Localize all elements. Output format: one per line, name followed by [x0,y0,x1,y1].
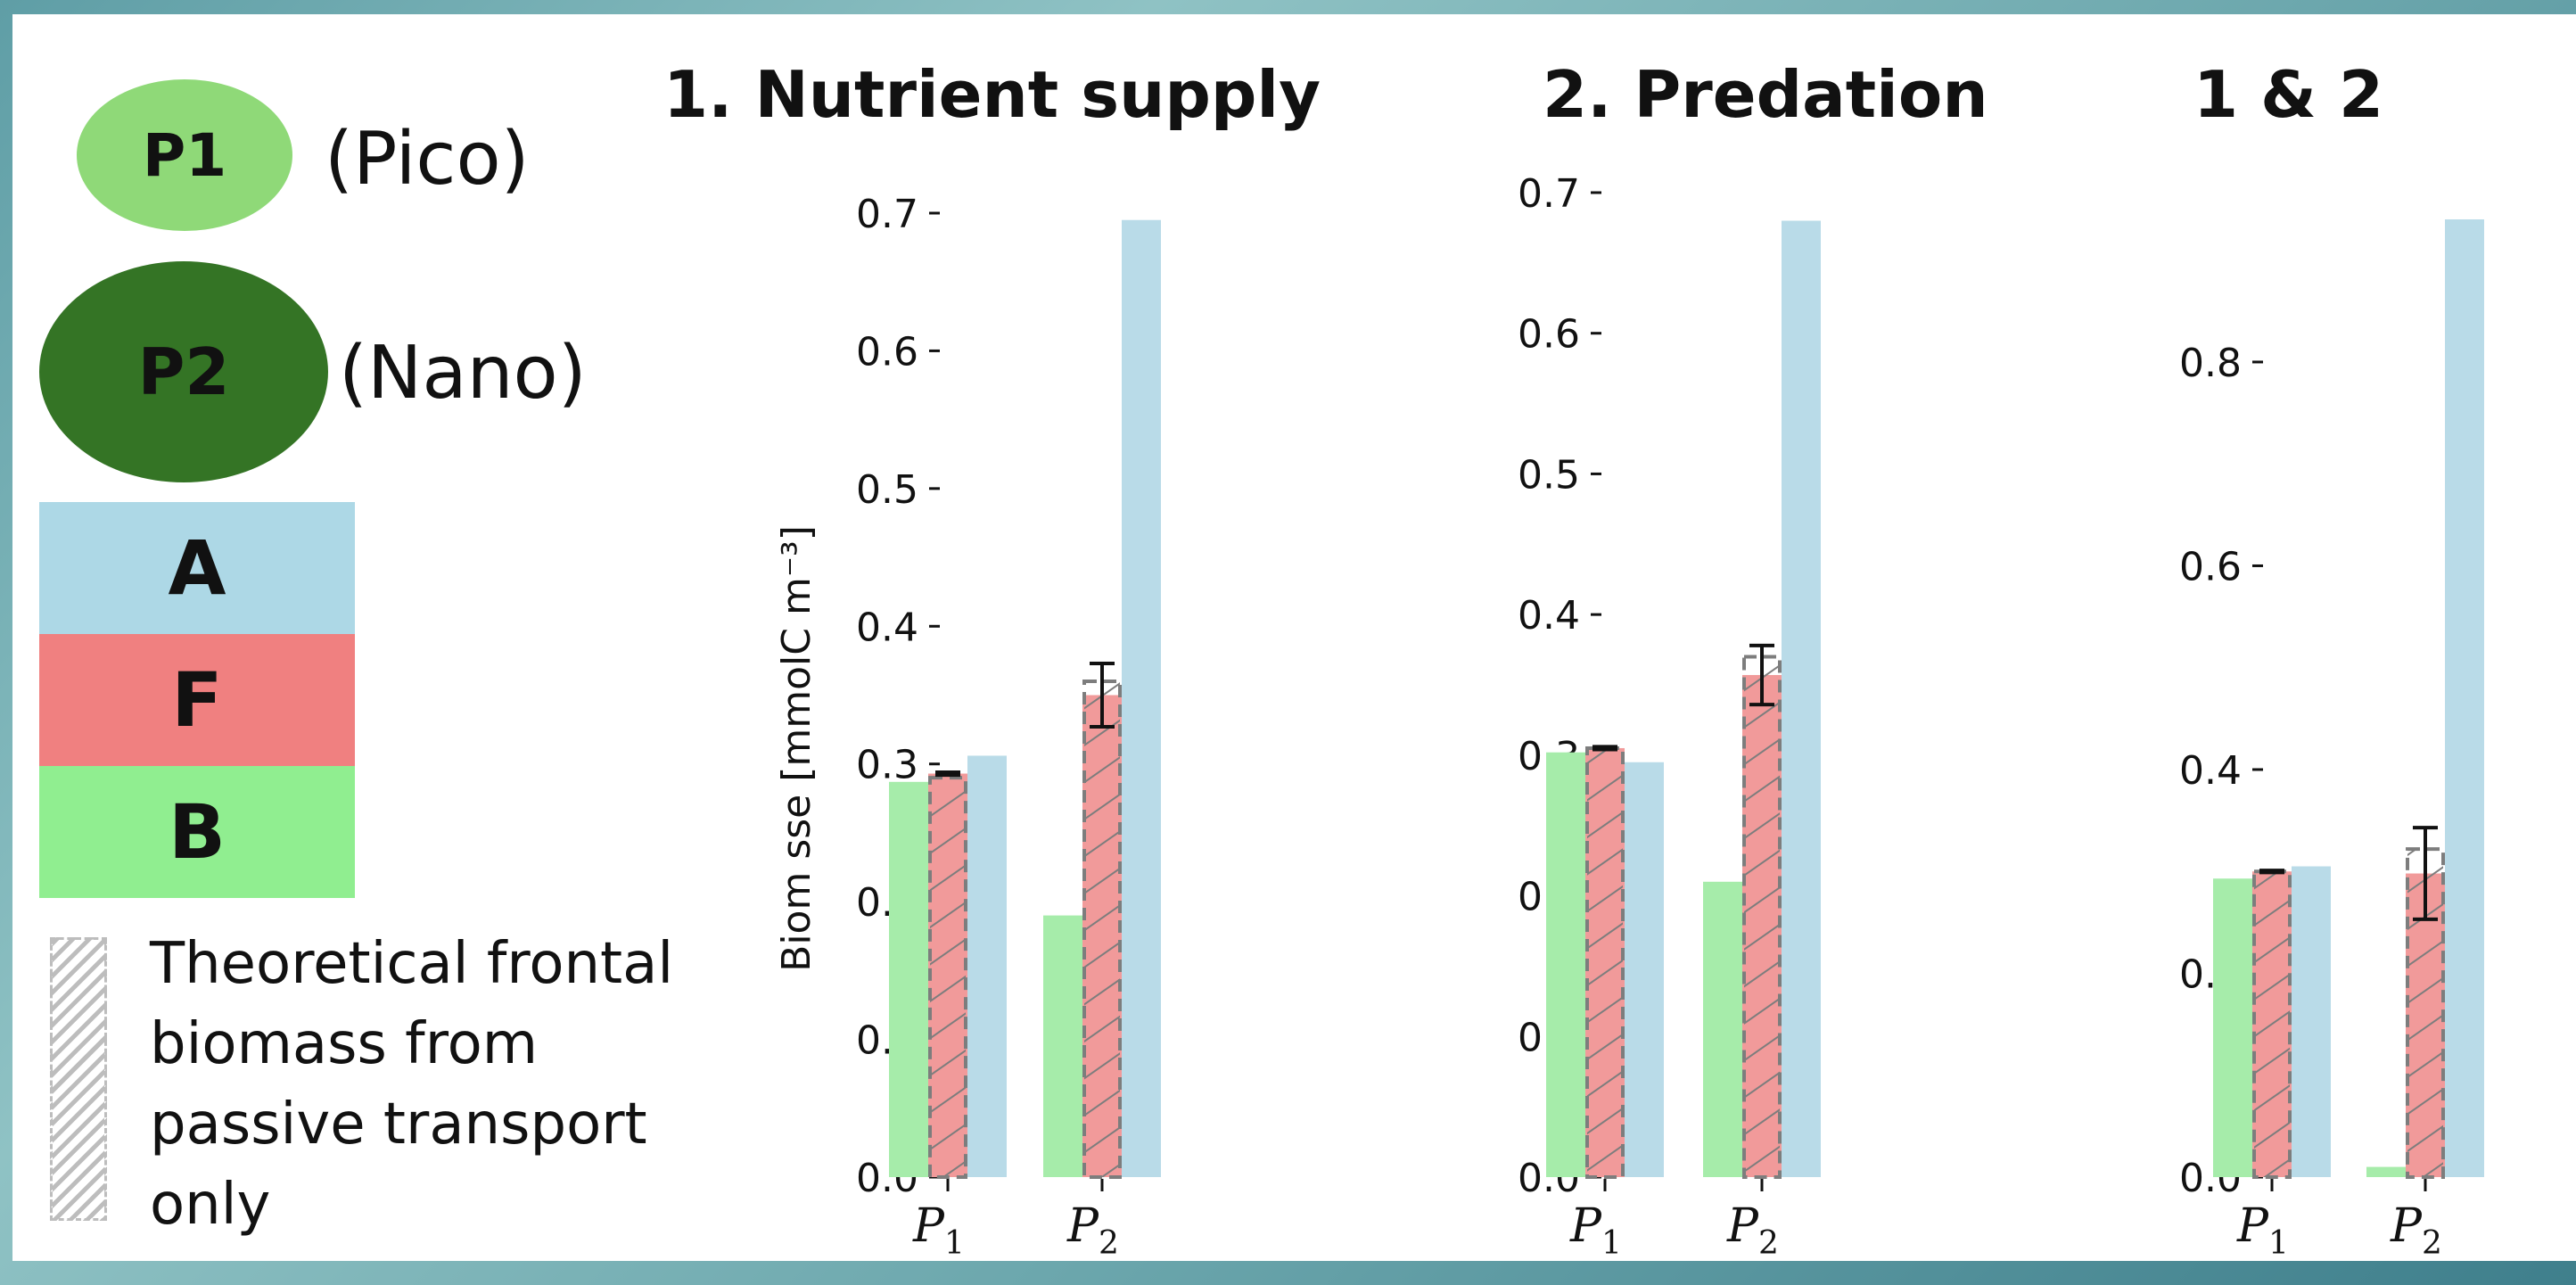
bar-a [967,755,1007,1177]
x-tick-label: P1 [1569,1199,1622,1261]
y-tick-label: 0.7 [1518,171,1580,217]
x-tick-label: P2 [1066,1199,1119,1261]
legend-box-a: A [39,502,355,634]
y-tick-label: 0.6 [1518,312,1580,358]
bar-b [2366,1166,2406,1177]
panel-title-combined: 1 & 2 [2193,57,2384,132]
bar-b [1546,752,1585,1177]
bar-theoretical-frontal [1742,655,1782,1179]
p1-ellipse: P1 [77,79,292,231]
bar-theoretical-frontal [1082,680,1122,1179]
y-tick-label: 0.4 [856,605,918,650]
hatch-note-line: only [150,1172,271,1238]
hatch-note-line: biomass from [150,1011,539,1077]
y-tick-label: 0.5 [1518,452,1580,498]
bar-theoretical-frontal [2252,869,2292,1180]
p1-name: (Pico) [325,117,530,202]
y-tick-label: 0.4 [2179,748,2242,794]
hatch-note-line: passive transport [150,1091,647,1157]
panel-title-predation: 2. Predation [1543,57,1988,132]
bar-theoretical-frontal [1585,745,1625,1179]
y-tick-label: 0.8 [2179,341,2242,386]
x-tick-label: P2 [2390,1199,2442,1261]
legend: P1 (Pico) P2 (Nano) A F B Theoretical fr… [12,14,708,1261]
p2-name: (Nano) [339,331,587,416]
y-tick-label: 0.4 [1518,593,1580,638]
bar-a [1782,220,1821,1178]
legend-box-f: F [39,634,355,766]
p1-ellipse-label: P1 [142,120,227,190]
x-tick-label: P1 [912,1199,965,1261]
hatch-note: Theoretical frontal biomass from passive… [150,924,720,1245]
bar-a [1625,762,1664,1177]
bar-b [1703,881,1742,1177]
legend-box-b: B [39,766,355,898]
hatch-note-line: Theoretical frontal [150,931,674,997]
bar-b [2213,878,2252,1177]
p2-ellipse-label: P2 [137,334,230,409]
hatch-swatch [50,937,107,1221]
legend-box-f-label: F [171,656,223,744]
x-tick-label: P2 [1726,1199,1779,1261]
y-tick-label: 0.7 [856,192,918,237]
y-tick-label: 0.5 [856,467,918,513]
y-tick-label: 0.6 [2179,544,2242,589]
y-tick-label: 0.6 [856,329,918,375]
bar-theoretical-frontal [928,776,967,1180]
legend-box-b-label: B [168,788,226,876]
legend-box-a-label: A [168,524,226,612]
y-tick-label: 0.3 [856,743,918,788]
bar-b [1043,915,1082,1177]
x-tick-label: P1 [2236,1199,2289,1261]
y-axis-label: Biom sse [mmolC m⁻³] [774,525,819,972]
p2-ellipse: P2 [39,261,328,482]
bar-a [2292,866,2331,1177]
bar-a [2445,219,2484,1177]
panel-title-nutrient: 1. Nutrient supply [663,57,1321,132]
bar-a [1122,219,1161,1177]
figure-panel: P1 (Pico) P2 (Nano) A F B Theoretical fr… [12,14,2576,1261]
bar-b [889,781,928,1177]
